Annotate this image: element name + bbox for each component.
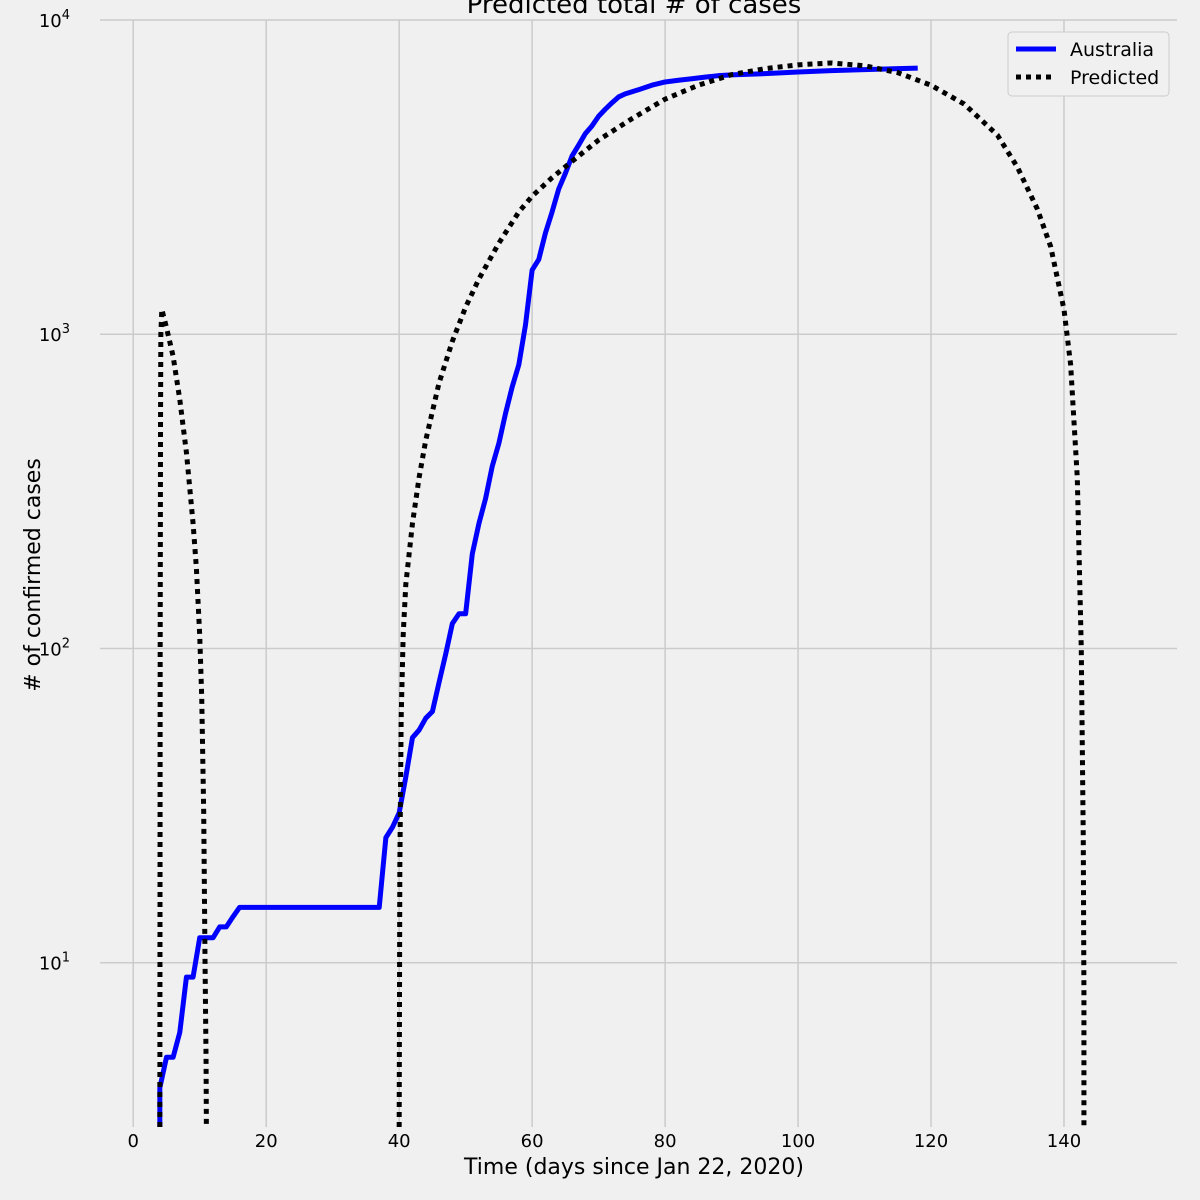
x-tick-label-60: 60: [521, 1131, 544, 1152]
series-line-predicted-segment-1: [157, 306, 209, 1128]
x-tick-label-20: 20: [255, 1131, 278, 1152]
x-axis-label: Time (days since Jan 22, 2020): [463, 1155, 804, 1180]
y-tick-label-1000: 103: [39, 322, 70, 346]
x-tick-label-0: 0: [128, 1131, 139, 1152]
y-axis-label: # of confirmed cases: [21, 458, 46, 692]
y-tick-label-10000: 104: [39, 8, 70, 32]
series-layer: [157, 60, 1087, 1128]
x-tick-label-40: 40: [388, 1131, 411, 1152]
y-tick-label-10: 101: [39, 951, 70, 975]
legend-label-australia: Australia: [1070, 39, 1154, 61]
series-line-australia: [157, 65, 918, 1127]
x-tick-label-140: 140: [1047, 1131, 1081, 1152]
x-tick-label-120: 120: [914, 1131, 948, 1152]
legend-label-predicted: Predicted: [1070, 67, 1159, 89]
x-tick-label-80: 80: [654, 1131, 677, 1152]
y-tick-label-100: 102: [39, 636, 70, 660]
grid: [100, 19, 1177, 1127]
axes: 0 20 40 60 80 100 120 140 101 102 103 104: [39, 8, 1081, 1152]
x-tick-label-100: 100: [781, 1131, 815, 1152]
chart-title: Predicted total # of cases: [467, 0, 802, 20]
series-line-predicted-segment-2: [396, 60, 1087, 1128]
legend: Australia Predicted: [1007, 31, 1170, 97]
